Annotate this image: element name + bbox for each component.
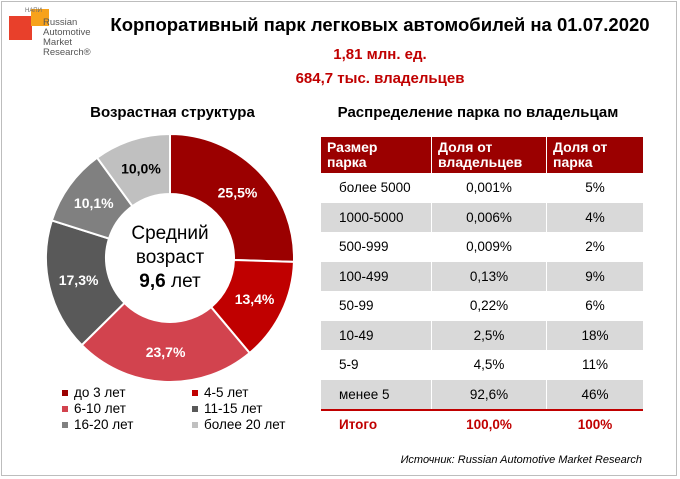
header-line: владельцев	[438, 154, 523, 170]
cell-fleet-share: 46%	[546, 379, 643, 410]
average-age-value: 9,6	[139, 271, 166, 292]
legend-label: 6-10 лет	[74, 401, 126, 416]
legend-label: до 3 лет	[74, 385, 126, 400]
average-age-unit: лет	[170, 271, 201, 292]
slice-label: 13,4%	[235, 291, 275, 307]
cell-fleet-share: 2%	[585, 239, 605, 255]
legend-item: 4-5 лет	[192, 385, 248, 400]
cell-fleet-share: 11%	[581, 357, 609, 373]
cell-size: более 5000	[321, 173, 432, 203]
cell-owner-share: 0,006%	[431, 202, 547, 232]
fleet-size: 1,81 млн. ед.	[333, 46, 427, 63]
average-age-line2: возраст	[135, 247, 205, 268]
logo-abbreviation: НАПИ	[25, 8, 42, 14]
table-total-row: Итого 100,0% 100%	[321, 409, 643, 438]
cell-fleet-share: 4%	[546, 202, 643, 232]
age-donut-chart: 25,5% 13,4% 23,7% 17,3% 10,1% 10,0%	[45, 132, 295, 383]
table-row: более 5000 0,001% 5%	[321, 173, 643, 203]
table-row: 100-499 0,13% 9%	[321, 261, 643, 291]
source-note: Источник: Russian Automotive Market Rese…	[400, 454, 642, 466]
table-header-row: Размер парка Доля от владельцев Доля от пар…	[321, 137, 643, 173]
table-row: 5-9 4,5% 11%	[321, 350, 643, 380]
table-row: 10-49 2,5% 18%	[321, 320, 643, 350]
cell-total-fleet-share: 100%	[546, 409, 643, 438]
legend-label: 16-20 лет	[74, 417, 134, 432]
header-line: парка	[327, 154, 367, 170]
cell-owner-share: 4,5%	[431, 350, 547, 380]
table-row: 50-99 0,22% 6%	[321, 291, 643, 321]
col-header-owner-share: Доля от владельцев	[431, 137, 547, 173]
legend-item: более 20 лет	[192, 417, 285, 432]
logo-line: Automotive	[43, 27, 91, 38]
header-line: Размер	[327, 139, 378, 155]
legend-label: 4-5 лет	[204, 385, 249, 400]
cell-fleet-share: 6%	[585, 298, 605, 314]
average-age-label: Средний возраст 9,6 лет	[112, 222, 228, 294]
cell-size: 5-9	[321, 350, 432, 380]
legend-swatch	[62, 421, 68, 428]
average-age-line1: Средний	[131, 223, 209, 244]
cell-owner-share: 2,5%	[431, 320, 547, 350]
table-row: 500-999 0,009% 2%	[321, 232, 643, 262]
slice-label: 17,3%	[59, 272, 99, 288]
logo-red-square	[9, 16, 32, 40]
cell-owner-share: 92,6%	[431, 379, 547, 410]
col-header-fleet-share: Доля от парка	[546, 137, 643, 173]
legend-item: 16-20 лет	[62, 417, 133, 432]
cell-size: менее 5	[321, 379, 432, 410]
logo-line: Market	[43, 37, 73, 48]
logo: НАПИ Russian Automotive Market Research®	[9, 8, 91, 68]
legend-swatch	[192, 421, 198, 428]
logo-orange-square	[31, 9, 49, 26]
slice-label: 25,5%	[218, 185, 258, 201]
cell-owner-share: 0,22%	[431, 291, 547, 321]
table-row: 1000-5000 0,006% 4%	[321, 202, 643, 232]
legend-item: 11-15 лет	[192, 401, 262, 416]
legend-swatch	[192, 405, 198, 412]
cell-fleet-share: 9%	[546, 261, 643, 291]
legend-swatch	[62, 389, 68, 396]
slice-label: 10,1%	[74, 195, 114, 211]
donut-slice	[169, 132, 295, 263]
logo-line: Russian	[43, 17, 78, 28]
legend-swatch	[62, 405, 68, 412]
legend-item: до 3 лет	[62, 385, 126, 400]
cell-size: 100-499	[321, 261, 432, 291]
logo-text: Russian Automotive Market Research®	[43, 18, 103, 58]
age-structure-heading: Возрастная структура	[90, 104, 255, 121]
cell-owner-share: 0,001%	[431, 173, 547, 203]
cell-size: 500-999	[321, 232, 432, 262]
cell-total-label: Итого	[321, 409, 432, 438]
slice-label: 23,7%	[146, 344, 186, 360]
slice-label: 10,0%	[121, 161, 161, 177]
cell-fleet-share: 18%	[546, 320, 643, 350]
owners-count: 684,7 тыс. владельцев	[295, 70, 465, 87]
owner-distribution-heading: Распределение парка по владельцам	[337, 104, 619, 121]
cell-total-owner-share: 100,0%	[431, 409, 547, 438]
donut-slice	[80, 301, 252, 383]
legend-swatch	[192, 389, 198, 396]
donut-slice	[95, 132, 171, 208]
cell-owner-share: 0,13%	[431, 261, 547, 291]
cell-size: 1000-5000	[321, 202, 432, 232]
cell-size: 10-49	[321, 320, 432, 350]
legend-label: 11-15 лет	[204, 401, 263, 416]
logo-line: Research®	[43, 47, 91, 58]
page-title: Корпоративный парк легковых автомобилей …	[110, 14, 650, 35]
header-line: Доля от	[553, 139, 608, 155]
owner-distribution-table: Размер парка Доля от владельцев Доля от пар…	[321, 137, 643, 438]
cell-owner-share: 0,009%	[431, 232, 547, 262]
cell-fleet-share: 5%	[585, 180, 605, 196]
table-row: менее 5 92,6% 46%	[321, 379, 643, 410]
header-line: Доля от	[438, 139, 493, 155]
col-header-fleet-size: Размер парка	[321, 137, 432, 173]
legend-label: более 20 лет	[204, 417, 286, 432]
header-line: парка	[553, 154, 593, 170]
legend-item: 6-10 лет	[62, 401, 126, 416]
cell-size: 50-99	[321, 291, 432, 321]
